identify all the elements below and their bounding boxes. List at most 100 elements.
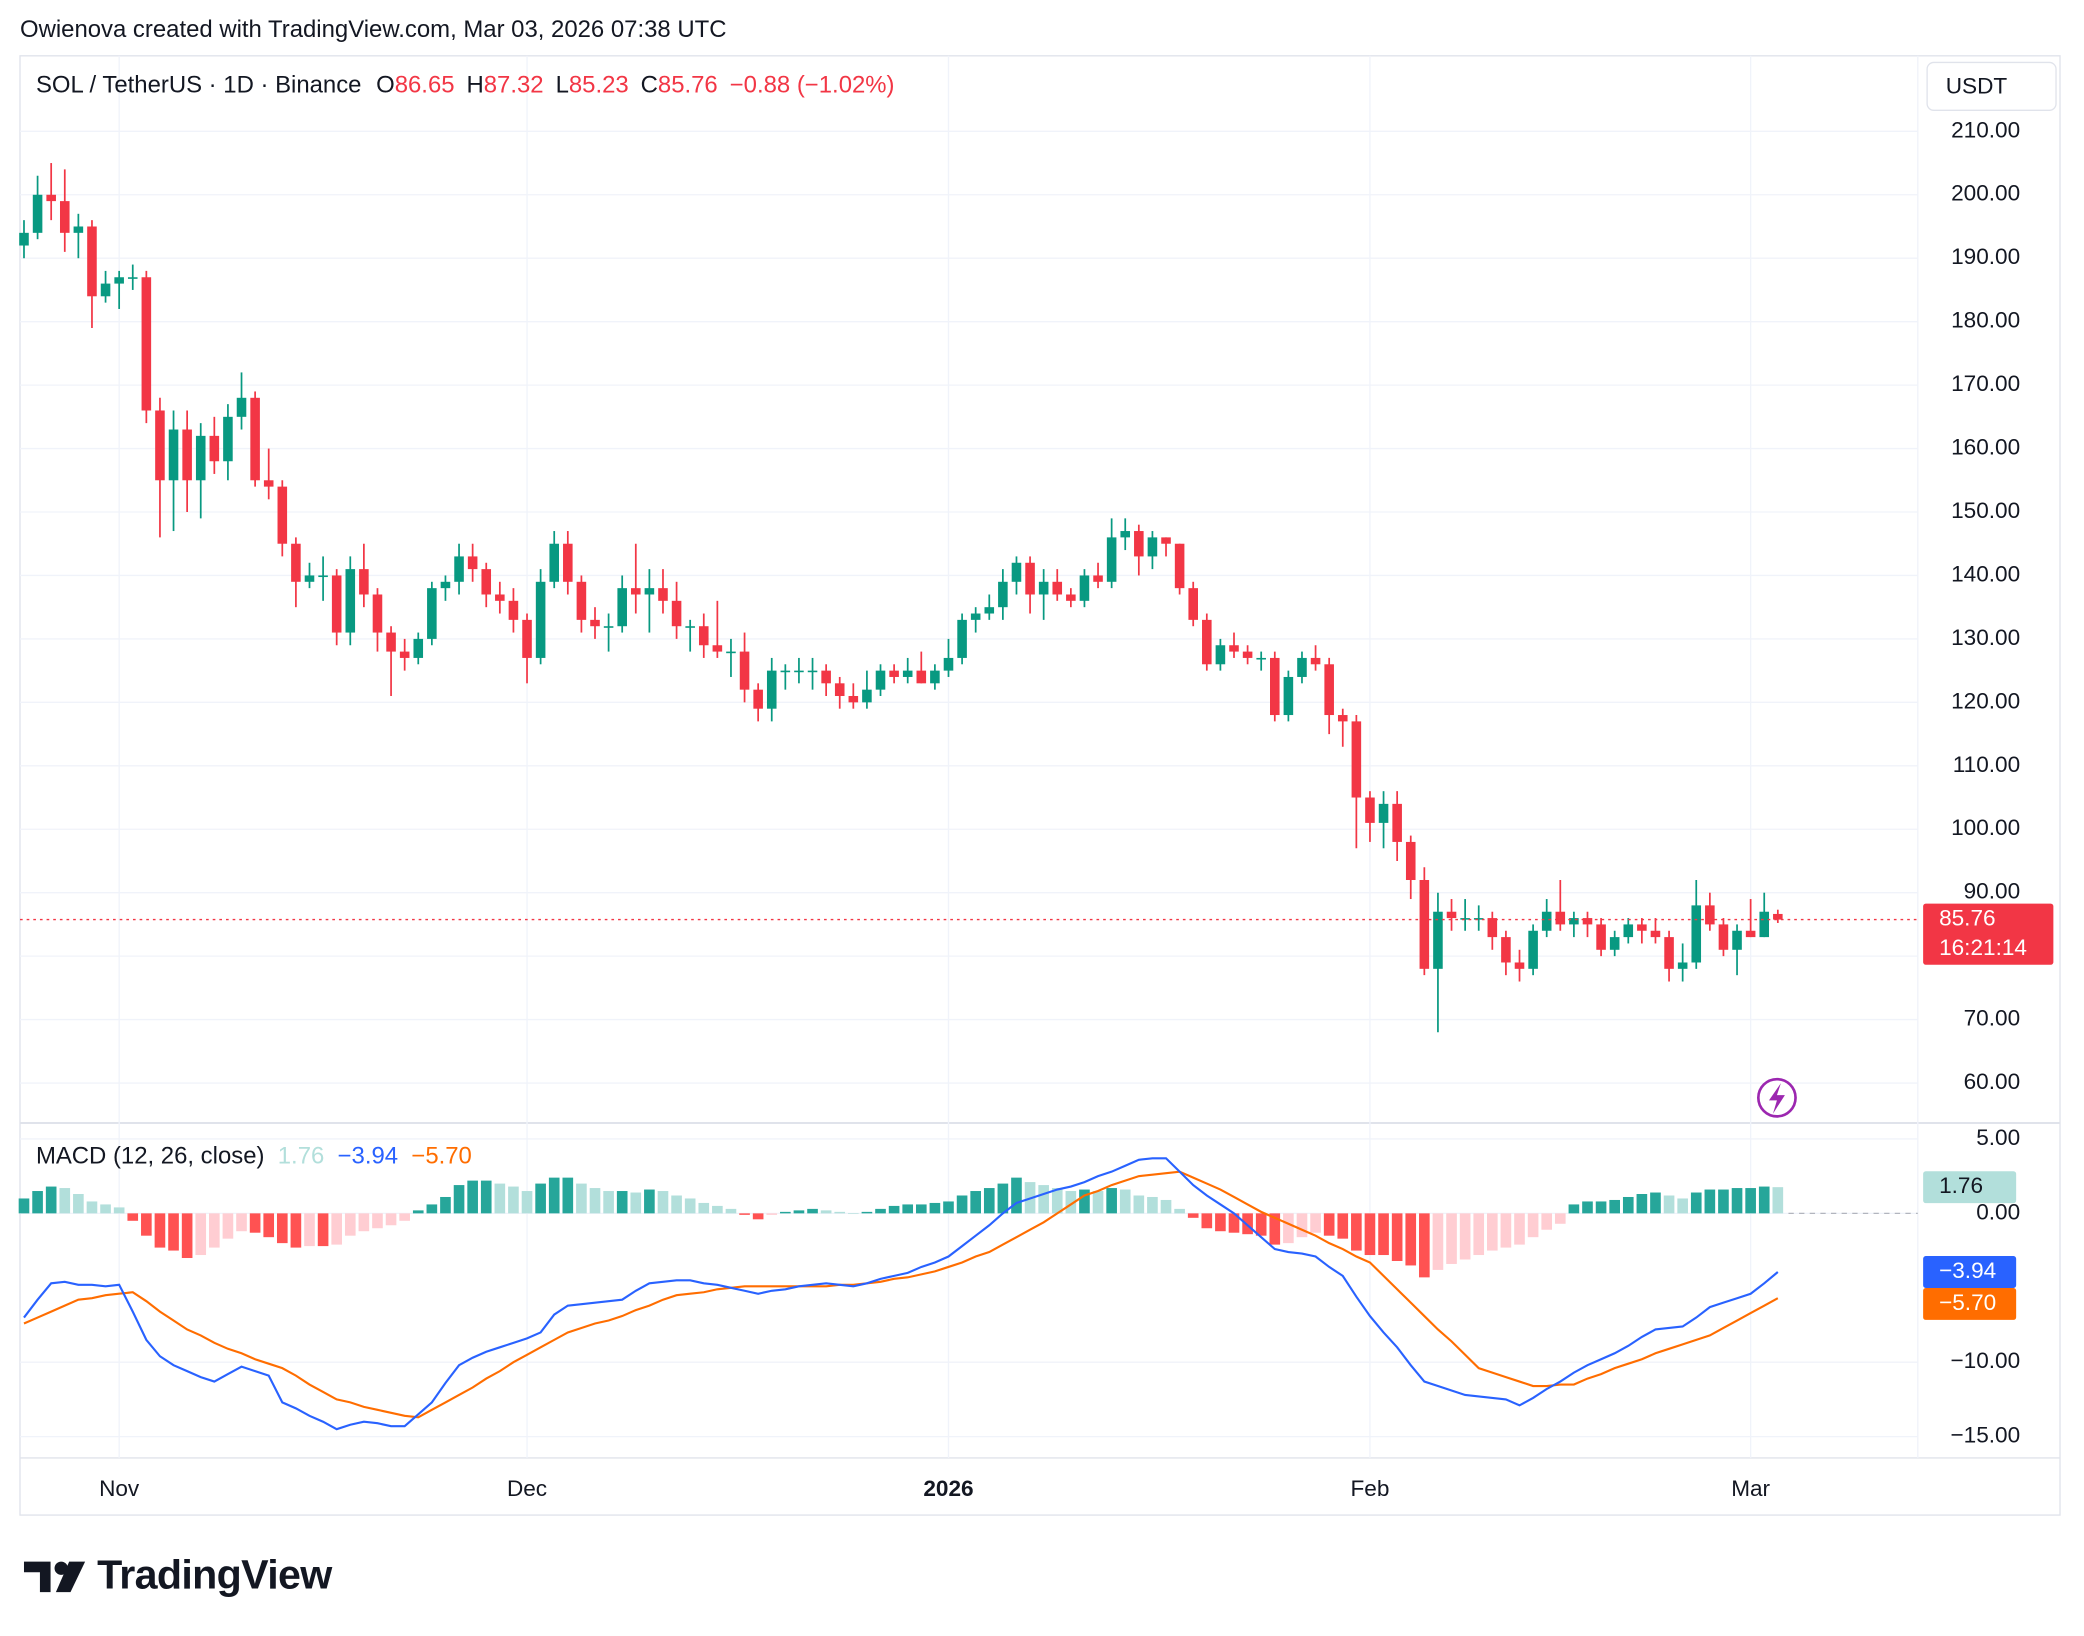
- candle-body: [726, 651, 736, 654]
- candle-body: [930, 670, 940, 684]
- histogram-bar: [18, 1198, 30, 1214]
- candle-body: [1609, 937, 1620, 950]
- y-tick-label: 90.00: [1964, 879, 2021, 904]
- x-tick-label: Nov: [99, 1476, 140, 1501]
- candle-body: [1405, 841, 1416, 881]
- histogram-bar: [1255, 1213, 1267, 1236]
- candle-body: [481, 569, 492, 595]
- candle-body: [386, 632, 396, 652]
- candle-body: [848, 696, 859, 703]
- histogram-bar: [807, 1208, 818, 1214]
- last-price-label: 85.76: [1939, 906, 1996, 931]
- candle-body: [1745, 930, 1756, 938]
- candle-body: [862, 689, 872, 703]
- histogram-bar: [1690, 1192, 1702, 1214]
- histogram-bar: [780, 1211, 791, 1214]
- histogram-bar: [195, 1213, 207, 1256]
- candle-body: [1392, 803, 1402, 842]
- histogram-bar: [86, 1201, 98, 1214]
- histogram-bar: [1337, 1213, 1349, 1239]
- histogram-bar: [671, 1195, 682, 1214]
- histogram-bar: [576, 1183, 587, 1214]
- histogram-bar: [1201, 1213, 1213, 1229]
- histogram-bar: [1187, 1213, 1199, 1218]
- candle-body: [1487, 918, 1498, 938]
- candle-body: [1718, 924, 1729, 950]
- histogram-bar: [1663, 1195, 1675, 1214]
- histogram-bar: [698, 1202, 710, 1214]
- histogram-bar: [684, 1198, 696, 1214]
- candle-body: [263, 480, 274, 487]
- histogram-bar: [983, 1188, 995, 1214]
- ohlc-value: 87.32: [484, 72, 544, 99]
- histogram-bar: [589, 1188, 601, 1214]
- histogram-bar: [100, 1204, 111, 1214]
- candle-body: [1297, 657, 1307, 677]
- histogram-bar: [1351, 1213, 1362, 1251]
- histogram-bar: [1514, 1213, 1525, 1245]
- candle-body: [59, 201, 70, 233]
- candle-body: [1528, 930, 1538, 969]
- candle-body: [902, 670, 913, 677]
- candle-body: [631, 588, 641, 595]
- histogram-bar: [59, 1188, 71, 1214]
- candle-body: [1256, 657, 1266, 660]
- histogram-bar: [820, 1210, 832, 1214]
- symbol-title: SOL / TetherUS · 1D · Binance: [36, 72, 362, 99]
- candle-body: [155, 410, 165, 481]
- signal-axis-box: [1923, 1287, 2017, 1320]
- histogram-bar: [1718, 1189, 1729, 1214]
- candle-body: [1351, 721, 1362, 798]
- candle-body: [1310, 657, 1321, 665]
- candle-body: [1079, 575, 1090, 601]
- histogram-last: 1.76: [278, 1143, 325, 1170]
- y-tick-label: −15.00: [1950, 1423, 2020, 1448]
- histogram-bar: [535, 1183, 546, 1214]
- ohlc-value: 85.76: [658, 72, 718, 99]
- histogram-bar: [1038, 1185, 1049, 1214]
- candle-body: [1623, 924, 1634, 938]
- candle-body: [1677, 962, 1688, 969]
- candle-body: [957, 619, 967, 658]
- candle-body: [1324, 664, 1334, 716]
- candle-body: [794, 670, 804, 673]
- candle-body: [535, 581, 546, 658]
- macd-legend: MACD (12, 26, close) 1.76 −3.94 −5.70: [36, 1143, 472, 1170]
- histogram-bar: [562, 1177, 574, 1214]
- histogram-bar: [1051, 1188, 1063, 1214]
- y-tick-label: 160.00: [1951, 435, 2020, 460]
- candle-body: [331, 575, 342, 633]
- histogram-bar: [929, 1202, 941, 1214]
- last-price-box: [1923, 903, 2054, 965]
- histogram-bar: [1758, 1186, 1770, 1214]
- histogram-bar: [603, 1191, 614, 1214]
- candle-body: [671, 600, 682, 627]
- histogram-bar: [1704, 1189, 1716, 1214]
- histogram-axis-label: 1.76: [1939, 1173, 1983, 1198]
- replay-icon[interactable]: [1757, 1077, 1797, 1118]
- histogram-bar: [1323, 1213, 1335, 1236]
- candle-body: [195, 435, 206, 481]
- candle-body: [753, 689, 763, 709]
- candle-body: [141, 277, 152, 411]
- candle-body: [1637, 924, 1647, 931]
- histogram-bar: [263, 1213, 275, 1238]
- histogram-bar: [1446, 1213, 1457, 1264]
- candle-body: [1705, 905, 1715, 925]
- histogram-bar: [1283, 1213, 1294, 1244]
- signal-axis-label: −5.70: [1939, 1290, 1996, 1315]
- candle-body: [454, 556, 464, 582]
- histogram-bar: [1745, 1188, 1756, 1214]
- histogram-bar: [1092, 1191, 1104, 1214]
- macd-axis-label: −3.94: [1939, 1258, 1996, 1283]
- histogram-bar: [1541, 1213, 1553, 1230]
- candle-body: [1501, 937, 1511, 963]
- candle-body: [1514, 962, 1525, 969]
- logo-shape: [23, 1561, 51, 1593]
- histogram-bar: [1487, 1213, 1498, 1251]
- histogram-bar: [412, 1210, 424, 1214]
- histogram-bar: [1296, 1213, 1308, 1238]
- icon-bolt[interactable]: [1768, 1083, 1785, 1114]
- candle-body: [739, 651, 750, 690]
